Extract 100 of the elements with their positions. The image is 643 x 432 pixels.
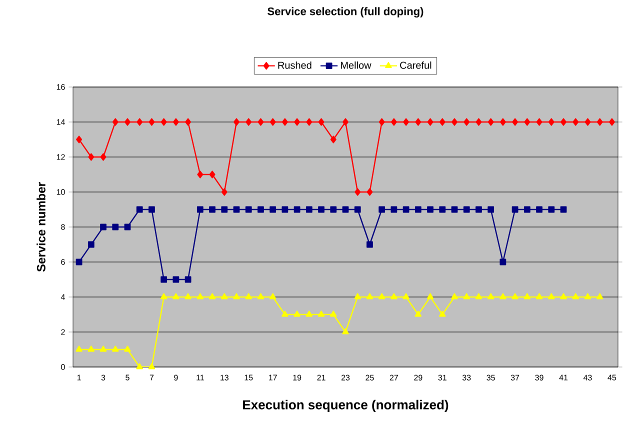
y-tick-label: 8: [61, 224, 65, 230]
point: [426, 293, 434, 300]
x-tick-label: 33: [462, 374, 471, 380]
point: [100, 346, 107, 352]
point: [172, 118, 179, 126]
point: [100, 153, 106, 161]
point: [548, 118, 554, 126]
y-axis-title: Service number: [36, 182, 46, 272]
point: [596, 293, 604, 300]
point: [184, 276, 192, 283]
y-tick-label: 0: [61, 364, 65, 370]
x-tick-label: 9: [174, 374, 178, 380]
point: [318, 118, 324, 126]
point: [390, 206, 398, 213]
point: [548, 206, 555, 213]
point: [536, 293, 543, 300]
point: [112, 224, 119, 230]
point: [414, 206, 422, 213]
x-tick-label: 41: [559, 374, 568, 380]
point: [524, 206, 530, 213]
point: [233, 206, 240, 213]
point: [160, 118, 167, 126]
point: [500, 258, 506, 266]
point: [403, 118, 410, 126]
x-tick-label: 45: [608, 374, 616, 380]
point: [245, 293, 252, 300]
point: [330, 206, 337, 213]
point: [172, 276, 180, 283]
x-tick-label: 15: [244, 374, 253, 380]
point: [451, 293, 458, 300]
point: [209, 206, 216, 213]
x-tick-label: 43: [583, 374, 592, 380]
point: [452, 118, 458, 126]
point: [221, 293, 228, 300]
point: [124, 346, 131, 352]
point: [88, 153, 94, 161]
point: [390, 118, 397, 126]
point: [536, 206, 542, 213]
legend-label: Rushed: [278, 61, 312, 69]
point: [270, 206, 276, 213]
y-tick-label: 10: [56, 189, 65, 195]
y-tick-label: 12: [56, 154, 65, 160]
point: [160, 293, 168, 300]
x-tick-label: 13: [220, 374, 228, 380]
point: [354, 293, 361, 300]
point: [172, 293, 180, 300]
point: [451, 206, 458, 213]
point: [560, 293, 567, 300]
point: [124, 224, 131, 230]
point: [548, 293, 555, 300]
point: [306, 206, 312, 213]
point: [464, 118, 470, 126]
point: [160, 276, 168, 283]
y-tick-label: 16: [56, 84, 65, 90]
point: [258, 118, 264, 126]
point: [402, 293, 410, 300]
point: [402, 206, 410, 213]
point: [415, 118, 422, 126]
point: [354, 206, 361, 213]
x-tick-label: 37: [510, 374, 520, 380]
x-tick-label: 23: [341, 374, 350, 380]
point: [342, 118, 348, 126]
x-tick-label: 21: [317, 374, 326, 380]
point: [366, 241, 373, 248]
point: [330, 136, 336, 144]
point: [124, 118, 130, 126]
point: [270, 118, 276, 126]
x-tick-label: 1: [77, 374, 81, 380]
x-tick-label: 25: [366, 374, 374, 380]
y-tick-label: 6: [61, 259, 65, 265]
x-tick-label: 17: [268, 374, 277, 380]
point: [282, 206, 288, 213]
point: [378, 118, 385, 126]
point: [246, 118, 252, 126]
point: [148, 118, 155, 126]
y-tick-label: 14: [56, 119, 65, 125]
x-tick-label: 39: [535, 374, 544, 380]
point: [318, 310, 325, 317]
point: [197, 170, 204, 178]
point: [136, 118, 143, 126]
point: [366, 188, 373, 196]
point: [208, 293, 216, 300]
point: [221, 188, 228, 196]
point: [572, 293, 579, 300]
point: [196, 293, 204, 300]
point: [476, 206, 482, 213]
point: [475, 293, 482, 300]
point: [378, 293, 386, 300]
point: [294, 310, 300, 317]
point: [245, 206, 252, 213]
x-tick-label: 29: [414, 374, 422, 380]
point: [148, 206, 155, 213]
point: [524, 293, 531, 300]
point: [136, 206, 143, 213]
x-tick-label: 27: [390, 374, 398, 380]
x-tick-label: 35: [486, 374, 495, 380]
x-tick-label: 3: [101, 374, 106, 380]
point: [584, 293, 592, 300]
point: [269, 293, 276, 300]
point: [185, 118, 192, 126]
